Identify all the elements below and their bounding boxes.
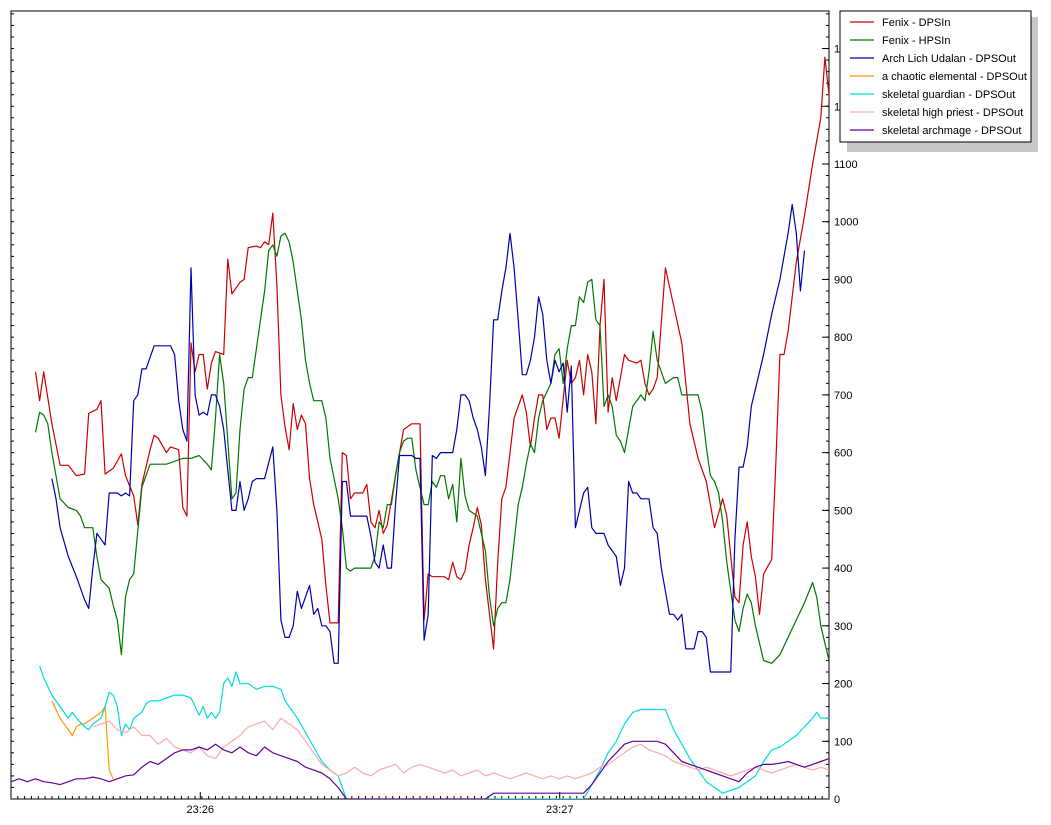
series-line-1 [34, 56, 829, 650]
legend-label: a chaotic elemental - DPSOut [882, 71, 1027, 83]
series-line-6 [92, 717, 829, 780]
legend-label: skeletal high priest - DPSOut [882, 107, 1023, 119]
y-tick-label: 1000 [834, 217, 858, 229]
y-tick-label: 1100 [834, 159, 858, 171]
y-tick-label: 100 [834, 736, 852, 748]
x-tick-label: 23:27 [546, 804, 574, 816]
y-tick-label: 800 [834, 332, 852, 344]
series-line-5 [39, 666, 829, 799]
y-tick-label: 500 [834, 505, 852, 517]
x-tick-label: 23:26 [187, 804, 215, 816]
y-tick-label: 900 [834, 274, 852, 286]
legend-label: Fenix - DPSIn [882, 17, 950, 29]
legend: Fenix - DPSIn Fenix - HPSIn Arch Lich Udal… [839, 10, 1038, 152]
series-line-7 [11, 740, 829, 799]
legend-label: Fenix - HPSIn [882, 35, 950, 47]
series-line-3 [51, 203, 806, 673]
y-tick-label: 0 [834, 794, 840, 806]
legend-label: skeletal guardian - DPSOut [882, 89, 1015, 101]
y-tick-label: 700 [834, 390, 852, 402]
legend-label: Arch Lich Udalan - DPSOut [882, 53, 1016, 65]
series-line-2 [34, 232, 829, 664]
legend-label: skeletal archmage - DPSOut [882, 125, 1021, 137]
y-tick-label: 600 [834, 448, 852, 460]
y-tick-label: 300 [834, 621, 852, 633]
x-axis: 23:26 23:27 [187, 792, 574, 816]
y-tick-label: 200 [834, 679, 852, 691]
legend-items: Fenix - DPSIn Fenix - HPSIn Arch Lich Udal… [850, 17, 1027, 137]
plot-area [10, 10, 830, 800]
series-lines [11, 56, 829, 799]
y-tick-label: 400 [834, 563, 852, 575]
